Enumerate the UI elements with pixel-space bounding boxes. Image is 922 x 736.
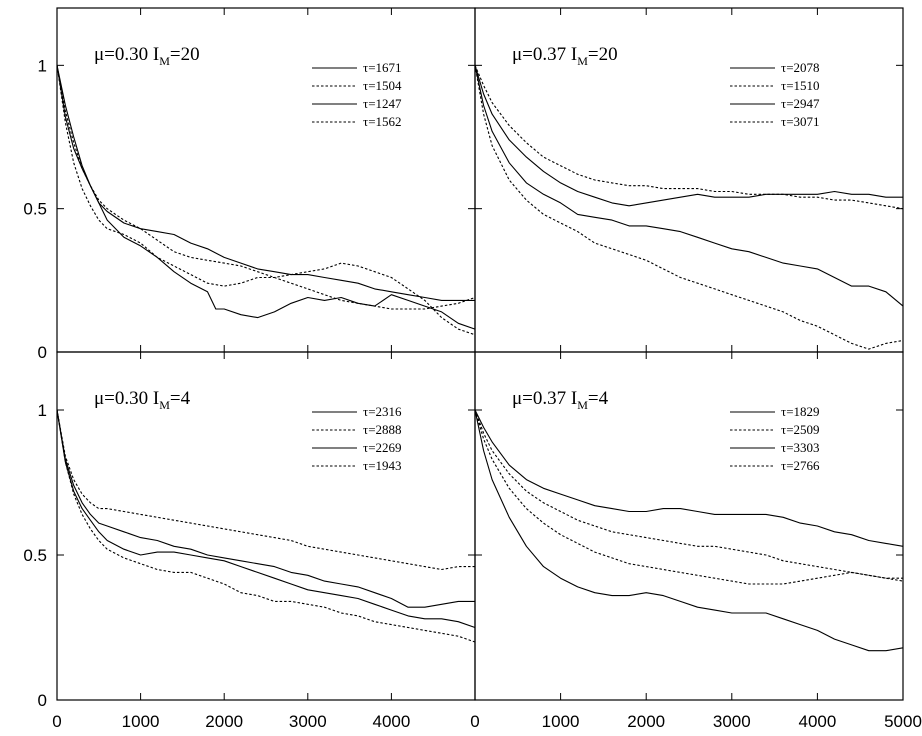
series-line-4 bbox=[56, 409, 476, 643]
series-line-4 bbox=[474, 65, 904, 350]
x-tick-label: 1000 bbox=[542, 712, 580, 731]
series-line-2 bbox=[56, 65, 476, 336]
series-line-3 bbox=[56, 65, 475, 301]
panel-title-subscript: M bbox=[577, 398, 588, 412]
x-tick-label: 0 bbox=[52, 712, 61, 731]
legend-label: τ=2947 bbox=[781, 96, 820, 111]
x-tick-label: 3000 bbox=[713, 712, 751, 731]
series-line-1 bbox=[474, 409, 904, 547]
x-tick-label: 0 bbox=[470, 712, 479, 731]
legend-label: τ=2766 bbox=[781, 458, 820, 473]
y-tick-label: 0 bbox=[38, 343, 47, 362]
x-tick-label: 4000 bbox=[372, 712, 410, 731]
panel-title-value: =20 bbox=[170, 44, 200, 65]
series-line-1 bbox=[56, 409, 475, 608]
panel-title-main: μ=0.37 I bbox=[512, 44, 577, 65]
y-tick-label: 1 bbox=[38, 401, 47, 420]
x-tick-label: 4000 bbox=[798, 712, 836, 731]
legend-label: τ=2269 bbox=[363, 440, 402, 455]
panel-title: μ=0.37 IM=20 bbox=[512, 44, 618, 68]
legend-label: τ=3303 bbox=[781, 440, 820, 455]
legend-label: τ=1829 bbox=[781, 404, 820, 419]
panel-title-subscript: M bbox=[159, 398, 170, 412]
legend-label: τ=2316 bbox=[363, 404, 402, 419]
panel-title-value: =4 bbox=[588, 388, 609, 409]
legend-label: τ=2888 bbox=[363, 422, 402, 437]
panel-title-main: μ=0.30 I bbox=[94, 44, 159, 65]
panel-title-subscript: M bbox=[577, 54, 588, 68]
series-line-2 bbox=[474, 409, 903, 579]
x-tick-label: 2000 bbox=[205, 712, 243, 731]
legend-label: τ=1504 bbox=[363, 78, 402, 93]
panel-frame-4 bbox=[474, 351, 904, 701]
x-tick-label: 2000 bbox=[627, 712, 665, 731]
y-tick-label: 0 bbox=[38, 691, 47, 710]
series-line-2 bbox=[474, 65, 904, 210]
panel-title: μ=0.37 IM=4 bbox=[512, 388, 609, 412]
y-tick-label: 0.5 bbox=[23, 546, 47, 565]
y-tick-label: 0.5 bbox=[23, 200, 47, 219]
panel-title: μ=0.30 IM=20 bbox=[94, 44, 200, 68]
panel-title-main: μ=0.37 I bbox=[512, 388, 577, 409]
x-tick-label: 5000 bbox=[884, 712, 922, 731]
legend-label: τ=1247 bbox=[363, 96, 402, 111]
legend-label: τ=3071 bbox=[781, 114, 820, 129]
legend-label: τ=1671 bbox=[363, 60, 402, 75]
panel-title: μ=0.30 IM=4 bbox=[94, 388, 191, 412]
panel-title-subscript: M bbox=[159, 54, 170, 68]
series-line-1 bbox=[474, 65, 903, 207]
legend-label: τ=1510 bbox=[781, 78, 820, 93]
x-tick-label: 1000 bbox=[122, 712, 160, 731]
x-tick-label: 3000 bbox=[289, 712, 327, 731]
legend-label: τ=2509 bbox=[781, 422, 820, 437]
legend-label: τ=2078 bbox=[781, 60, 820, 75]
series-line-3 bbox=[474, 409, 904, 652]
series-line-2 bbox=[56, 409, 475, 571]
panel-title-main: μ=0.30 I bbox=[94, 388, 159, 409]
series-line-3 bbox=[474, 65, 904, 307]
legend-label: τ=1943 bbox=[363, 458, 402, 473]
panel-title-value: =20 bbox=[588, 44, 618, 65]
y-tick-label: 1 bbox=[38, 56, 47, 75]
series-line-1 bbox=[56, 65, 476, 330]
legend-label: τ=1562 bbox=[363, 114, 402, 129]
series-line-4 bbox=[474, 409, 904, 585]
panel-title-value: =4 bbox=[170, 388, 191, 409]
series-line-3 bbox=[56, 409, 476, 629]
series-line-4 bbox=[56, 65, 476, 310]
